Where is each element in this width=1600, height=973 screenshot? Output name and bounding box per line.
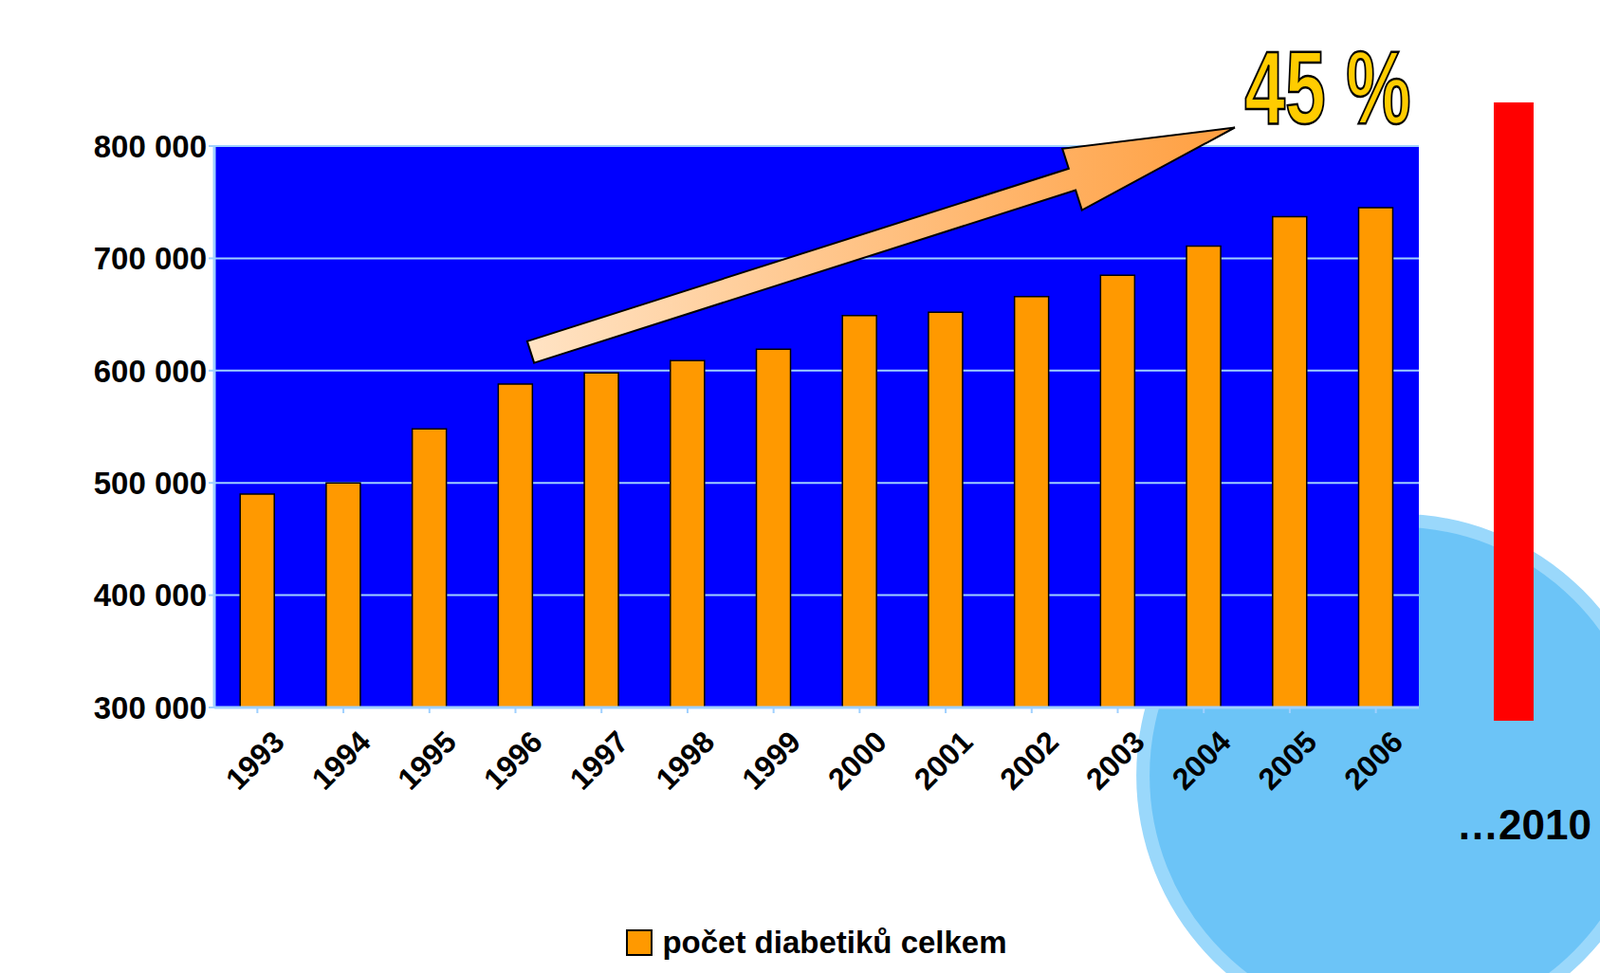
svg-text:600 000: 600 000 [93,353,207,389]
svg-text:500 000: 500 000 [93,465,207,501]
svg-text:2005: 2005 [1250,724,1324,797]
svg-text:300 000: 300 000 [93,690,207,726]
svg-text:2003: 2003 [1079,724,1152,797]
svg-text:1996: 1996 [477,724,550,797]
svg-text:1998: 1998 [648,724,721,797]
svg-text:…2010: …2010 [1456,801,1592,848]
svg-text:2001: 2001 [907,724,980,797]
svg-text:2004: 2004 [1165,724,1238,797]
svg-text:1995: 1995 [390,724,463,797]
svg-text:2002: 2002 [993,724,1066,797]
svg-text:2006: 2006 [1337,724,1410,797]
svg-text:2000: 2000 [821,724,894,797]
svg-text:400 000: 400 000 [93,577,207,613]
svg-text:45 %: 45 % [1244,28,1412,146]
svg-text:1997: 1997 [563,724,636,797]
svg-text:700 000: 700 000 [93,240,207,276]
svg-text:1999: 1999 [735,724,808,797]
svg-text:1993: 1993 [219,724,292,797]
svg-text:800 000: 800 000 [93,128,207,165]
html-text:počet diabetiků celkem: počet diabetiků celkem [662,924,1007,960]
svg-text:1994: 1994 [305,724,378,797]
